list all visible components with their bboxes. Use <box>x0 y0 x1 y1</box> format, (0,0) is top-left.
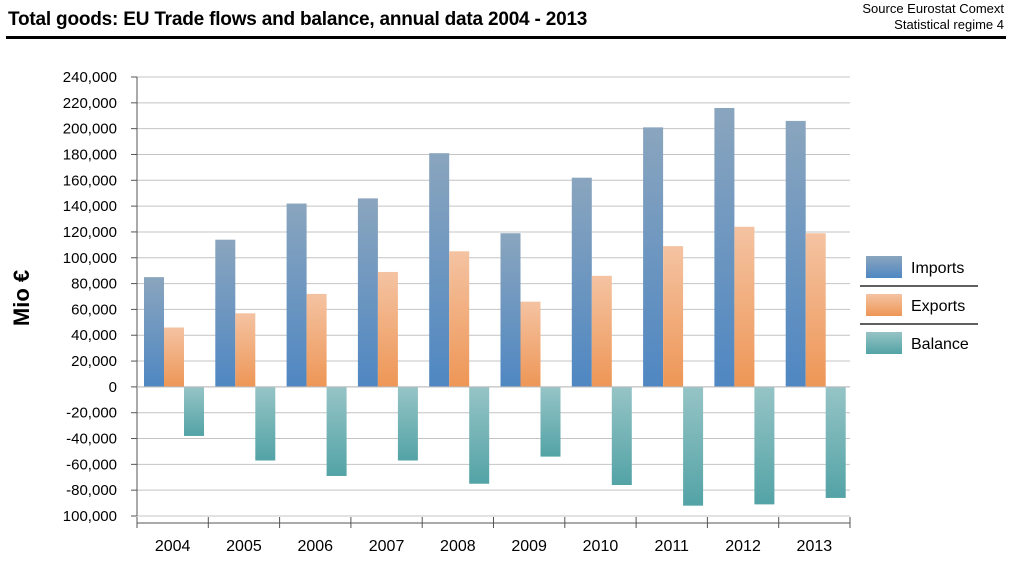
x-tick-label: 2007 <box>369 538 405 555</box>
balance-bar <box>683 386 704 506</box>
x-tick-label: 2013 <box>797 538 833 555</box>
exports-bar <box>734 226 755 387</box>
balance-bar <box>611 386 632 486</box>
balance-bar <box>540 386 561 457</box>
y-tick-label: 220,000 <box>63 95 117 112</box>
balance-bar <box>184 386 204 436</box>
chart-title: Total goods: EU Trade flows and balance,… <box>8 9 588 30</box>
x-tick-label: 2006 <box>297 538 333 555</box>
x-tick-label: 2010 <box>583 538 619 555</box>
x-axis: 2004 2005 2006 2007 2008 2009 2010 2011 2012 2013 <box>136 517 851 555</box>
balance-bar <box>397 386 418 461</box>
exports-bar <box>377 271 398 387</box>
legend: Imports Exports Balance <box>860 256 978 354</box>
imports-bar <box>429 153 450 387</box>
source-note: Source Eurostat Comext Statistical regim… <box>862 1 1004 33</box>
legend-exports-swatch <box>866 294 902 316</box>
y-tick-label: 20,000 <box>71 353 117 370</box>
y-tick-label: 80,000 <box>71 276 117 293</box>
y-tick-label: 240,000 <box>63 69 117 86</box>
exports-bar <box>235 313 256 387</box>
legend-balance-swatch <box>866 332 902 354</box>
imports-bar <box>643 127 664 387</box>
title-rule <box>6 36 1006 39</box>
x-tick-label: 2005 <box>226 538 262 555</box>
x-tick-label: 2009 <box>511 538 547 555</box>
imports-bar <box>215 239 236 387</box>
y-tick-label: 180,000 <box>63 146 117 163</box>
y-axis-label: Mio € <box>9 269 34 327</box>
imports-bar <box>357 198 378 387</box>
balance-bar <box>754 386 775 505</box>
y-tick-label: 140,000 <box>63 198 117 215</box>
balance-bar <box>326 386 347 476</box>
y-tick-label: 0 <box>109 379 117 396</box>
x-tick-label: 2012 <box>725 538 761 555</box>
balance-bar <box>255 386 276 461</box>
legend-imports-label: Imports <box>911 260 964 277</box>
exports-bar <box>663 246 684 387</box>
imports-bar <box>571 177 592 387</box>
exports-bar <box>449 251 470 387</box>
legend-imports-swatch <box>866 256 902 278</box>
source-line: Source Eurostat Comext <box>862 1 1004 16</box>
imports-bar <box>144 277 164 387</box>
x-tick-label: 2004 <box>155 538 191 555</box>
balance-bar <box>469 386 490 484</box>
y-tick-label: -40,000 <box>66 431 117 448</box>
balance-bar <box>825 386 846 498</box>
exports-bar <box>306 293 327 387</box>
y-tick-label: 160,000 <box>63 172 117 189</box>
y-tick-label: -20,000 <box>66 405 117 422</box>
y-tick-label: 40,000 <box>71 327 117 344</box>
x-tick-label: 2008 <box>440 538 476 555</box>
imports-bar <box>286 203 307 387</box>
imports-bar <box>714 107 735 387</box>
exports-bar <box>591 275 612 387</box>
y-tick-label: 100,000 <box>63 250 117 267</box>
legend-balance-label: Balance <box>911 336 969 353</box>
y-tick-label: 100,000 <box>63 508 117 525</box>
regime-line: Statistical regime 4 <box>894 17 1004 32</box>
y-tick-label: 60,000 <box>71 301 117 318</box>
imports-bar <box>785 120 806 387</box>
y-axis-ticks: 240,000 220,000 200,000 180,000 160,000 140,0… <box>63 69 138 525</box>
y-tick-label: -80,000 <box>66 482 117 499</box>
y-tick-label: 200,000 <box>63 121 117 138</box>
exports-bar <box>520 301 541 387</box>
y-tick-label: 120,000 <box>63 224 117 241</box>
exports-bar <box>805 233 826 387</box>
exports-bar <box>164 327 184 387</box>
bars <box>137 107 850 506</box>
x-tick-label: 2011 <box>655 538 690 555</box>
legend-exports-label: Exports <box>911 298 965 315</box>
y-tick-label: -60,000 <box>66 456 117 473</box>
imports-bar <box>500 233 521 387</box>
